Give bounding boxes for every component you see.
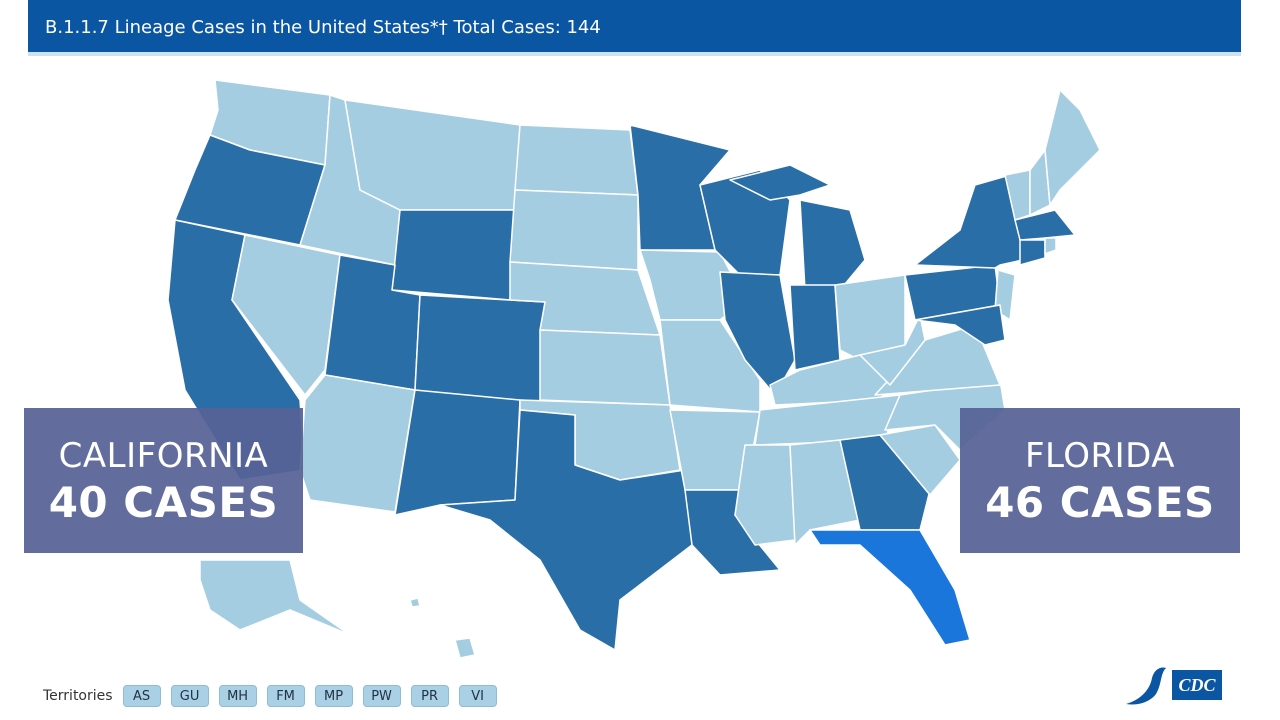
cdc-logo: CDC <box>1126 667 1222 705</box>
state-al <box>789 439 861 546</box>
state-hi-islands <box>409 597 421 608</box>
callout-state: FLORIDA <box>1024 436 1176 476</box>
state-nm <box>394 389 521 516</box>
state-nv <box>231 234 341 396</box>
territory-button[interactable]: PR <box>410 685 449 707</box>
state-ks <box>539 329 671 406</box>
state-tx <box>439 409 693 651</box>
territory-button[interactable]: AS <box>122 685 161 707</box>
state-in <box>789 284 841 371</box>
callout-florida: FLORIDA 46 CASES <box>960 408 1240 553</box>
territory-button[interactable]: GU <box>170 685 209 707</box>
state-wv <box>859 314 926 386</box>
header-bar: B.1.1.7 Lineage Cases in the United Stat… <box>28 0 1241 56</box>
territory-button[interactable]: FM <box>266 685 305 707</box>
state-sd <box>509 189 639 271</box>
state-nd <box>514 124 639 196</box>
state-ak <box>199 559 351 636</box>
state-wy <box>391 209 516 301</box>
territory-button[interactable]: VI <box>458 685 497 707</box>
state-mi-upper <box>729 164 831 201</box>
territory-button[interactable]: MP <box>314 685 353 707</box>
state-ct <box>1019 239 1046 266</box>
callout-california: CALIFORNIA 40 CASES <box>24 408 303 553</box>
state-ms <box>734 444 796 546</box>
callout-cases: 40 CASES <box>48 478 279 527</box>
state-mi-lower <box>799 199 866 291</box>
states <box>167 79 1101 659</box>
header-title: B.1.1.7 Lineage Cases in the United Stat… <box>45 17 601 38</box>
state-fl <box>809 529 971 646</box>
state-md-de <box>914 304 1006 346</box>
hhs-eagle <box>1126 667 1166 705</box>
territories: Territories AS GU MH FM MP PW PR VI <box>43 684 507 708</box>
cdc-text: CDC <box>1178 675 1216 695</box>
territory-button[interactable]: MH <box>218 685 257 707</box>
territory-button[interactable]: PW <box>362 685 401 707</box>
state-mo <box>659 319 761 413</box>
state-ga <box>839 434 931 531</box>
state-ri <box>1044 237 1057 255</box>
callout-cases: 46 CASES <box>985 478 1215 527</box>
state-me <box>1044 89 1101 206</box>
territories-label: Territories <box>43 688 113 704</box>
state-mt <box>344 99 521 211</box>
cdc-box <box>1172 670 1222 700</box>
state-hi <box>454 637 476 659</box>
callout-state: CALIFORNIA <box>58 436 269 476</box>
state-az <box>299 374 416 513</box>
state-ma <box>1014 209 1076 241</box>
